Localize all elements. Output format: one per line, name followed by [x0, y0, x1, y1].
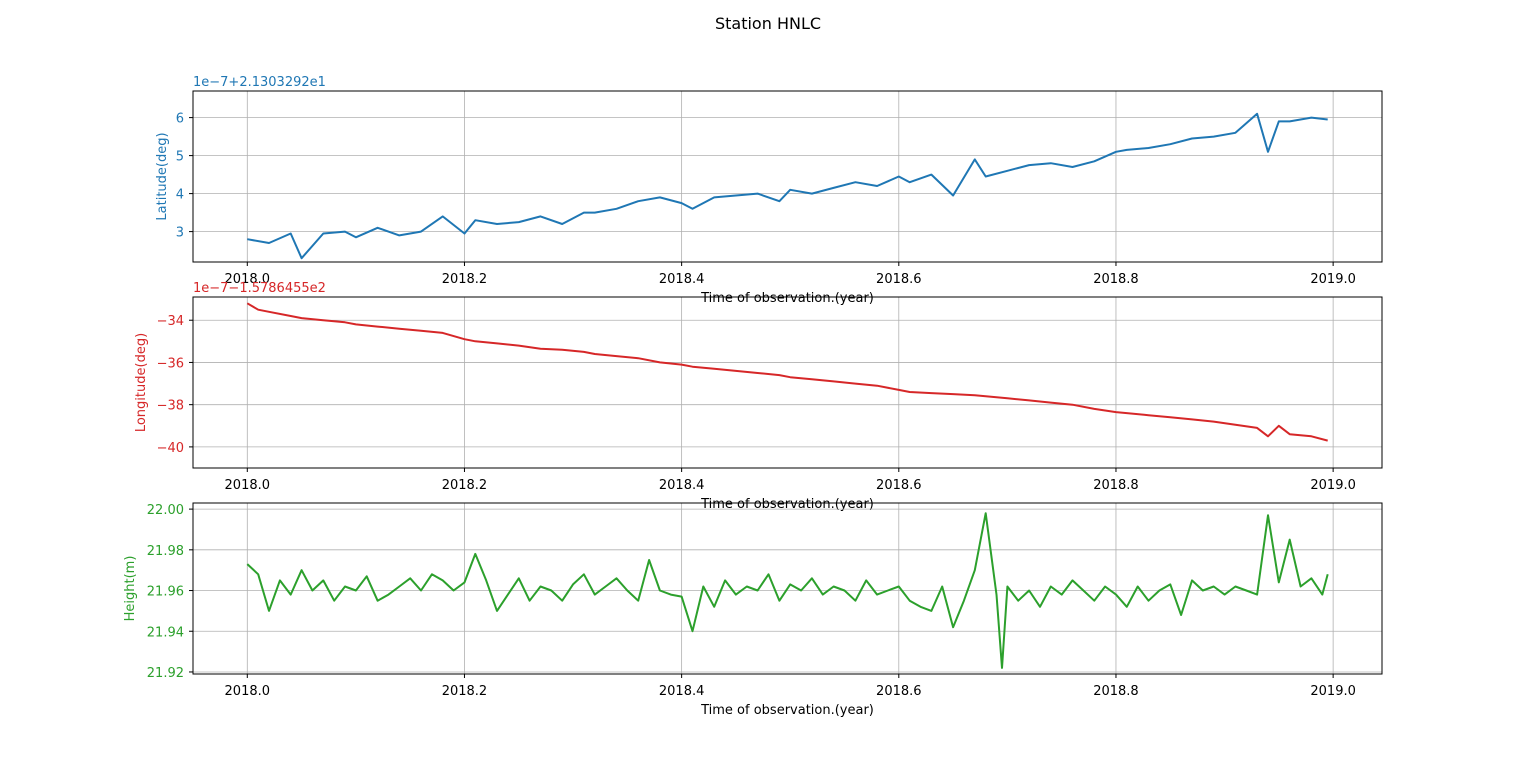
longitude-xtick-label-3: 2018.6 — [876, 478, 922, 493]
height-xtick-label-0: 2018.0 — [225, 684, 271, 699]
latitude-series-line-0 — [247, 112, 1328, 260]
longitude-xlabel: Time of observation.(year) — [700, 497, 874, 512]
height-ytick-label-3: 21.98 — [147, 544, 184, 559]
figure-title: Station HNLC — [715, 14, 821, 33]
longitude-ytick-label-2: −38 — [157, 399, 184, 414]
height-xtick-label-4: 2018.8 — [1093, 684, 1139, 699]
height-axes-frame — [192, 502, 1383, 675]
longitude-series-line-0 — [246, 302, 1328, 442]
longitude-ytick-label-0: −34 — [157, 314, 184, 329]
height-ylabel: Height(m) — [123, 556, 138, 622]
height-xtick-label-3: 2018.6 — [876, 684, 922, 699]
latitude-xtick-label-0: 2018.0 — [225, 272, 271, 287]
latitude-xtick-label-1: 2018.2 — [442, 272, 488, 287]
latitude-ylabel: Latitude(deg) — [155, 132, 170, 220]
longitude-offset-text: 1e−7−1.5786455e2 — [193, 281, 326, 296]
height-ytick-label-4: 22.00 — [147, 503, 184, 518]
latitude-subplot: 2018.0 2018.2 2018.4 2018.6 2018.8 2019.0 3 4 5 6… — [155, 75, 1383, 306]
latitude-xtick-label-3: 2018.6 — [876, 272, 922, 287]
latitude-ytick-label-2: 5 — [176, 150, 184, 165]
latitude-ytick-label-1: 4 — [176, 188, 184, 203]
longitude-subplot: 2018.0 2018.2 2018.4 2018.6 2018.8 2019.0 −34 −… — [134, 281, 1383, 512]
height-subplot: 2018.0 2018.2 2018.4 2018.6 2018.8 2019.0 21.9… — [123, 502, 1383, 718]
longitude-ytick-label-3: −40 — [157, 441, 184, 456]
longitude-xtick-label-1: 2018.2 — [442, 478, 488, 493]
latitude-xtick-label-4: 2018.8 — [1093, 272, 1139, 287]
height-xlabel: Time of observation.(year) — [700, 703, 874, 718]
longitude-xtick-label-0: 2018.0 — [225, 478, 271, 493]
latitude-ytick-label-0: 3 — [176, 226, 184, 241]
height-series-line-0 — [246, 512, 1329, 669]
height-xtick-label-2: 2018.4 — [659, 684, 705, 699]
height-xtick-label-1: 2018.2 — [442, 684, 488, 699]
longitude-xtick-label-4: 2018.8 — [1093, 478, 1139, 493]
latitude-axes-frame — [192, 90, 1383, 263]
longitude-ylabel: Longitude(deg) — [134, 333, 149, 432]
longitude-xtick-label-5: 2019.0 — [1310, 478, 1356, 493]
latitude-offset-text: 1e−7+2.1303292e1 — [193, 75, 326, 90]
latitude-xlabel: Time of observation.(year) — [700, 291, 874, 306]
subplots-container: 2018.0 2018.2 2018.4 2018.6 2018.8 2019.0 3 4 5 6… — [123, 75, 1383, 718]
longitude-xtick-label-2: 2018.4 — [659, 478, 705, 493]
height-ytick-label-1: 21.94 — [147, 625, 184, 640]
longitude-ytick-label-1: −36 — [157, 356, 184, 371]
height-ytick-label-2: 21.96 — [147, 585, 184, 600]
latitude-xtick-label-5: 2019.0 — [1310, 272, 1356, 287]
height-xtick-label-5: 2019.0 — [1310, 684, 1356, 699]
height-ytick-label-0: 21.92 — [147, 666, 184, 681]
longitude-axes-frame — [192, 296, 1383, 469]
latitude-ytick-label-3: 6 — [176, 112, 184, 127]
latitude-xtick-label-2: 2018.4 — [659, 272, 705, 287]
